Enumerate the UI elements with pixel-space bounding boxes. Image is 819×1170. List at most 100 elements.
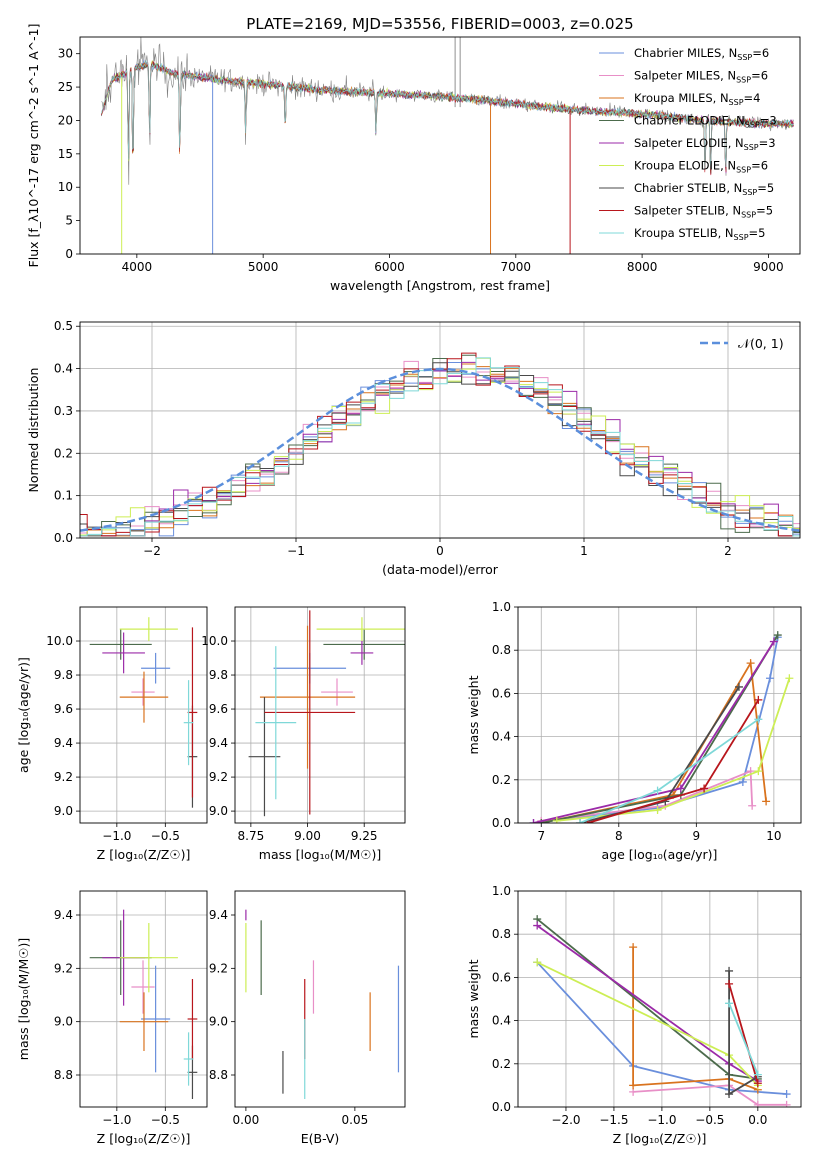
errorbar-point-7 <box>264 610 356 815</box>
y-tick-label: 9.0 <box>209 1015 228 1029</box>
y-tick-label: 0 <box>65 247 73 261</box>
y-axis-label: mass [log₁₀(M/M☉)] <box>16 938 31 1060</box>
errorbar-point-6 <box>248 697 281 817</box>
weight-marker-7 <box>754 695 763 704</box>
y-tick-label: 0.3 <box>54 404 73 418</box>
x-tick-label: −1.5 <box>599 1113 628 1127</box>
weight-line-8 <box>579 718 759 823</box>
weight-marker-5 <box>533 958 542 967</box>
y-axis-label: mass weight <box>466 675 481 754</box>
weight-line-5 <box>536 961 759 1087</box>
errorbar-point-5 <box>316 617 405 642</box>
x-axis-label: Z [log₁₀(Z/Z☉)] <box>613 1131 707 1146</box>
y-tick-label: 9.6 <box>209 702 228 716</box>
plot-area-mass-vs-Z <box>89 909 198 1099</box>
x-tick-label: 8 <box>615 829 623 843</box>
weight-marker-5 <box>754 767 763 776</box>
x-tick-label: −1.0 <box>102 829 131 843</box>
errorbar-point-3 <box>89 629 152 660</box>
axes-mass-vs-Z: −1.0 −0.5 8.8 9.0 9.2 9.4 Z [log₁₀(Z/Z☉)] mass … <box>16 890 208 1146</box>
y-tick-label: 0.0 <box>492 816 511 830</box>
plot-area-age-vs-mass <box>248 610 405 817</box>
errorbar-point-1 <box>131 960 155 1014</box>
weight-marker-2 <box>762 797 771 806</box>
axes-frame <box>79 606 208 824</box>
y-axis-label: Flux [f_λ10^-17 erg cm^-2 s^-1 A^-1] <box>26 24 41 268</box>
errorbar-point-4 <box>102 632 145 674</box>
legend-label: Kroupa ELODIE, NSSP=6 <box>634 159 768 175</box>
y-tick-label: 30 <box>58 47 73 61</box>
y-tick-label: 9.4 <box>54 908 73 922</box>
y-tick-label: 0.2 <box>492 773 511 787</box>
x-tick-label: −0.5 <box>151 829 180 843</box>
plot-area-residuals <box>80 352 800 537</box>
y-tick-label: 9.6 <box>54 702 73 716</box>
weight-marker-0 <box>738 777 747 786</box>
y-tick-label: 9.0 <box>54 1015 73 1029</box>
y-tick-label: 0.4 <box>492 730 511 744</box>
x-tick-label: −0.5 <box>695 1113 724 1127</box>
y-tick-label: 0.4 <box>54 362 73 376</box>
x-axis-label: mass [log₁₀(M/M☉)] <box>259 847 381 862</box>
weight-marker-4 <box>529 819 538 823</box>
y-tick-label: 9.8 <box>54 668 73 682</box>
errorbar-point-7 <box>187 979 198 1059</box>
y-tick-label: 9.4 <box>209 908 228 922</box>
x-tick-label: 1 <box>580 544 588 558</box>
errorbar-point-2 <box>119 992 169 1051</box>
weight-marker-7 <box>753 1079 762 1088</box>
axes-spectrum: 4000 5000 6000 7000 8000 9000 0 5 10 15 20 25 30 wave… <box>26 24 801 293</box>
residuals-legend: 𝒩(0, 1) <box>700 336 784 351</box>
errorbar-point-8 <box>183 680 194 766</box>
model-spectrum-7 <box>101 60 794 175</box>
plot-area-age-vs-Z <box>89 617 198 808</box>
x-tick-label: 5000 <box>248 260 279 274</box>
normal-curve <box>80 367 800 532</box>
weight-marker-6 <box>734 682 743 691</box>
residual-histogram-3 <box>80 354 800 537</box>
residual-histogram-8 <box>80 357 800 537</box>
plot-area-spectrum <box>101 37 794 254</box>
y-tick-label: 10.0 <box>201 634 228 648</box>
x-tick-label: −1.0 <box>647 1113 676 1127</box>
x-axis-label: wavelength [Angstrom, rest frame] <box>330 278 550 293</box>
x-tick-label: 9.00 <box>294 829 321 843</box>
y-tick-label: 10.0 <box>46 634 73 648</box>
legend-label: Chabrier MILES, NSSP=6 <box>634 46 769 62</box>
x-axis-label: Z [log₁₀(Z/Z☉)] <box>97 1131 191 1146</box>
weight-marker-4 <box>533 921 542 930</box>
weight-marker-5 <box>653 806 662 815</box>
weight-marker-5 <box>552 816 561 823</box>
legend-label: Salpeter MILES, NSSP=6 <box>634 69 768 85</box>
x-tick-label: −0.5 <box>151 1113 180 1127</box>
errorbar-point-2 <box>119 671 169 723</box>
x-tick-label: 0.05 <box>342 1113 369 1127</box>
legend-label: Salpeter STELIB, NSSP=5 <box>634 204 773 220</box>
weight-line-7 <box>728 983 759 1084</box>
weight-marker-7 <box>725 979 734 988</box>
y-tick-label: 0.4 <box>492 1014 511 1028</box>
x-tick-label: −1 <box>287 544 305 558</box>
weight-line-4 <box>536 924 759 1082</box>
x-tick-label: 9 <box>693 829 701 843</box>
weight-marker-0 <box>782 1090 791 1099</box>
plot-area-weight-vs-Z <box>533 915 791 1107</box>
weight-marker-8 <box>753 1070 762 1079</box>
legend-label: Kroupa MILES, NSSP=4 <box>634 91 760 107</box>
axes-frame <box>517 890 802 1108</box>
errorbar-point-5 <box>119 923 178 993</box>
weight-marker-8 <box>754 715 763 724</box>
legend-label: Chabrier ELODIE, NSSP=3 <box>634 114 777 130</box>
errorbar-point-7 <box>187 627 198 798</box>
y-tick-label: 20 <box>58 113 73 127</box>
y-tick-label: 9.2 <box>54 770 73 784</box>
x-tick-label: −1.0 <box>102 1113 131 1127</box>
model-spectrum-8 <box>101 60 794 170</box>
y-tick-label: 0.8 <box>492 927 511 941</box>
x-tick-label: 9000 <box>753 260 784 274</box>
x-tick-label: 2 <box>724 544 732 558</box>
residual-histogram-1 <box>80 360 800 537</box>
axes-frame <box>234 606 406 824</box>
weight-line-2 <box>632 947 759 1091</box>
weight-marker-6 <box>725 966 734 975</box>
